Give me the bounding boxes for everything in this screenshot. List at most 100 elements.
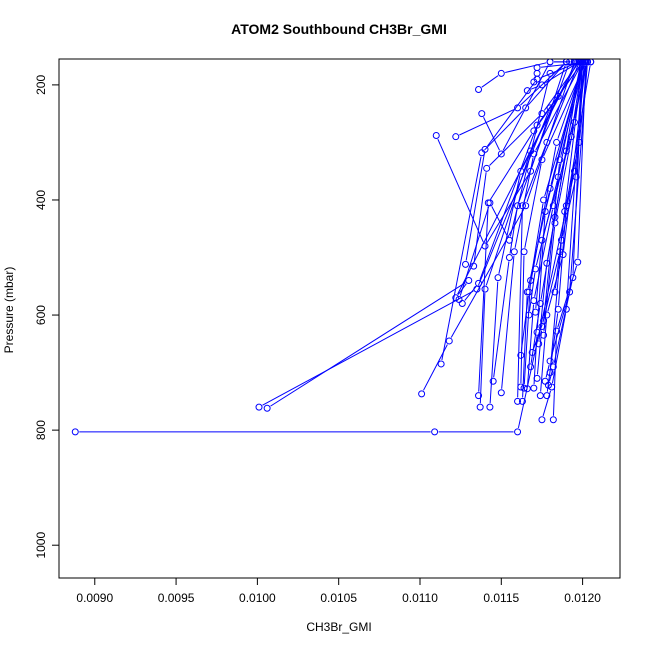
data-point <box>481 285 489 293</box>
series-segment <box>478 206 489 392</box>
data-point <box>536 300 544 308</box>
data-point <box>543 392 551 400</box>
data-point <box>533 374 541 382</box>
series-16 <box>486 59 580 411</box>
series-segment <box>502 65 549 151</box>
data-point <box>523 87 531 95</box>
data-point <box>540 196 548 204</box>
plot-box <box>58 58 621 579</box>
series-segment <box>530 85 539 90</box>
series-segment <box>520 255 525 383</box>
series-segment <box>529 146 557 289</box>
series-segment <box>487 82 536 147</box>
data-point <box>530 78 538 86</box>
data-point <box>481 242 489 250</box>
data-point <box>575 59 583 66</box>
data-point <box>452 133 460 141</box>
data-point <box>522 202 530 210</box>
series-42 <box>523 59 583 95</box>
series-segment <box>498 175 521 274</box>
data-point <box>546 69 554 77</box>
series-segment <box>533 324 543 349</box>
series-segment <box>441 156 482 361</box>
data-point <box>517 383 525 391</box>
series-segment <box>530 203 544 277</box>
data-point <box>489 377 497 385</box>
series-segment <box>523 145 546 203</box>
series-segment <box>483 117 500 151</box>
data-point <box>263 404 271 412</box>
series-segment <box>473 172 487 263</box>
data-point <box>465 277 473 285</box>
data-point <box>481 145 489 153</box>
series-40 <box>551 59 591 296</box>
data-point <box>527 363 535 371</box>
data-point <box>523 385 531 393</box>
data-point <box>554 173 562 181</box>
data-point <box>551 288 559 296</box>
series-segment <box>547 65 579 139</box>
data-point <box>546 357 554 365</box>
series-segment <box>465 153 485 261</box>
data-point <box>574 258 582 266</box>
data-point <box>476 403 484 411</box>
data-point <box>572 173 580 181</box>
data-point <box>587 59 595 66</box>
series-7 <box>458 59 587 308</box>
x-tick-label: 0.0090 <box>76 591 113 605</box>
series-segment <box>459 109 515 136</box>
series-segment <box>548 370 553 382</box>
data-point <box>541 207 549 215</box>
series-segment <box>575 65 585 173</box>
y-tick-label: 1000 <box>34 532 48 559</box>
x-tick-label: 0.0095 <box>158 591 195 605</box>
data-point <box>525 288 533 296</box>
series-segment <box>524 163 542 248</box>
data-point <box>418 390 426 398</box>
x-axis-label: CH3Br_GMI <box>306 620 371 634</box>
series-14 <box>476 59 582 411</box>
data-point <box>431 428 439 436</box>
y-tick-label: 800 <box>34 420 48 440</box>
series-segment <box>565 146 580 208</box>
series-segment <box>547 258 563 312</box>
series-segment <box>579 65 588 139</box>
series-segment <box>486 174 529 243</box>
data-point <box>518 397 526 405</box>
data-point <box>475 86 483 93</box>
series-37 <box>531 59 587 316</box>
series-39 <box>546 59 588 377</box>
series-segment <box>549 244 562 369</box>
data-point <box>432 132 440 140</box>
data-point <box>538 156 546 164</box>
data-point <box>478 110 486 118</box>
data-point <box>458 300 466 308</box>
data-point <box>569 274 577 282</box>
series-segment <box>542 140 571 237</box>
data-point <box>475 279 483 287</box>
series-segment <box>545 63 577 84</box>
series-10 <box>478 59 578 158</box>
series-segment <box>505 62 547 73</box>
data-point <box>462 260 470 268</box>
series-segment <box>484 110 524 151</box>
data-point <box>546 369 554 377</box>
data-point <box>514 397 522 405</box>
series-segment <box>479 293 486 404</box>
series-segment <box>540 318 547 392</box>
series-segment <box>270 282 466 407</box>
y-tick-label: 600 <box>34 305 48 325</box>
series-segment <box>550 295 569 358</box>
data-point <box>530 384 538 392</box>
data-point <box>483 164 491 172</box>
y-tick-label: 200 <box>34 75 48 95</box>
data-point <box>536 392 544 400</box>
data-point <box>514 202 522 210</box>
data-point <box>566 59 574 66</box>
series-segment <box>546 313 559 392</box>
data-point <box>553 138 561 146</box>
data-point <box>538 110 546 118</box>
data-point <box>549 416 557 424</box>
series-segment <box>489 281 499 404</box>
data-point <box>470 262 478 270</box>
